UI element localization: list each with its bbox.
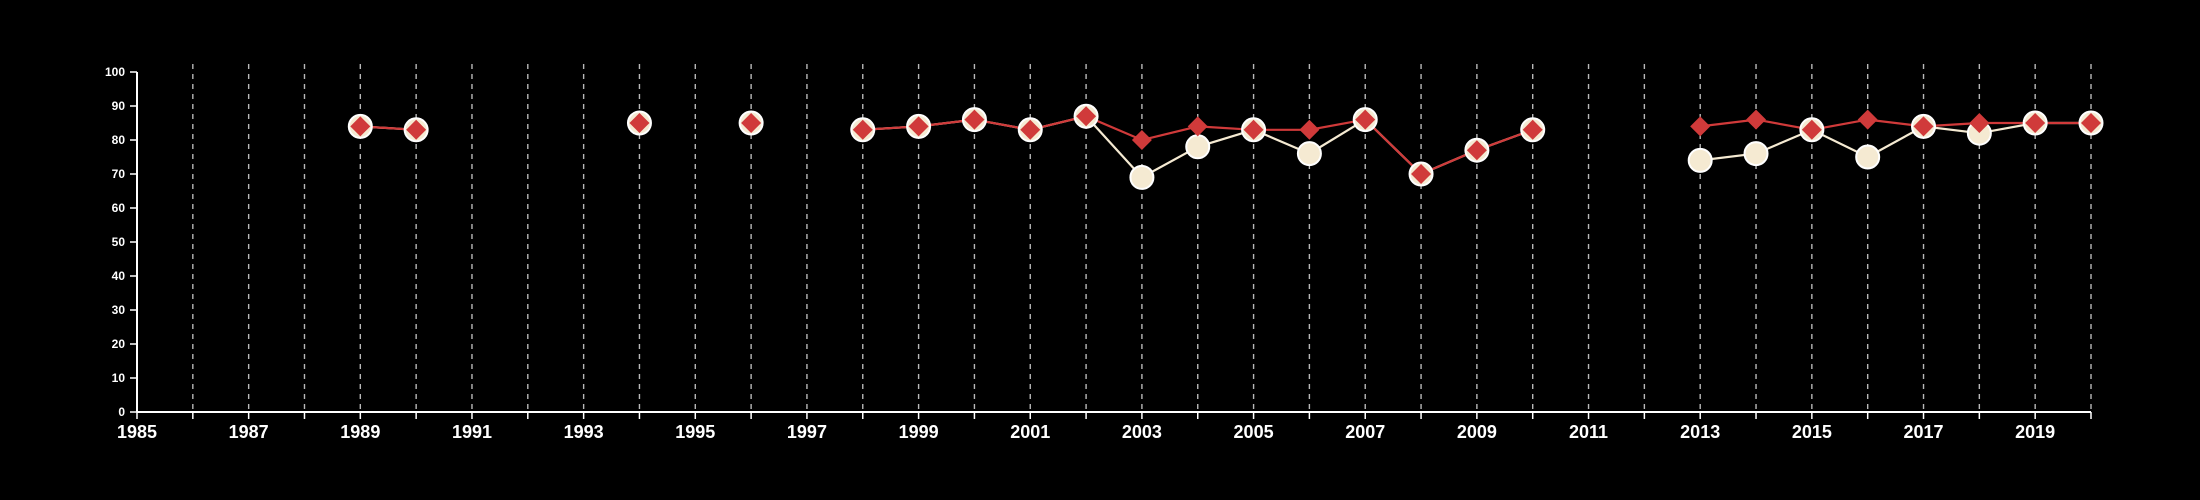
series-2-point: [2081, 113, 2101, 133]
series-2-point: [1801, 119, 1822, 140]
x-tick-label: 1995: [675, 422, 715, 442]
x-axis-ticks: 1985 1987 1989 1991 1993 1995 1997 1999 2001 2003…: [117, 412, 2092, 442]
series-markers: [347, 103, 2104, 190]
series-2-point: [1299, 119, 1320, 140]
y-tick-label: 80: [112, 133, 126, 147]
series-2-point: [852, 119, 873, 140]
x-tick-label: 2005: [1234, 422, 1274, 442]
x-tick-label: 2009: [1457, 422, 1497, 442]
series-2-point: [1355, 109, 1376, 130]
series-2-point: [964, 109, 985, 130]
series-2-point: [1857, 109, 1878, 130]
x-tick-label: 2019: [2015, 422, 2055, 442]
y-tick-label: 60: [112, 201, 126, 215]
series-1-point: [1855, 144, 1881, 170]
series-2-point: [629, 113, 650, 133]
x-tick-label: 1997: [787, 422, 827, 442]
series-2-point: [1522, 119, 1543, 140]
series-group: [347, 103, 2104, 190]
series-2-point: [1243, 119, 1264, 140]
x-tick-label: 2015: [1792, 422, 1832, 442]
y-tick-label: 40: [112, 269, 126, 283]
y-tick-label: 0: [118, 405, 125, 419]
y-axis-ticks: 0 10 20 30 40 50 60 70 80 90 100: [105, 65, 137, 419]
axes: [136, 72, 2091, 413]
series-2-point: [406, 119, 427, 140]
x-tick-label: 1991: [452, 422, 492, 442]
series-1-point: [1743, 141, 1769, 167]
series-2-point: [1746, 109, 1767, 130]
series-2-point: [741, 113, 762, 133]
x-tick-label: 2017: [1903, 422, 1943, 442]
series-2-point: [1131, 130, 1152, 150]
series-2-point: [1076, 106, 1097, 127]
x-tick-label: 1985: [117, 422, 157, 442]
y-tick-label: 90: [112, 99, 126, 113]
series-2-point: [1411, 164, 1432, 184]
x-tick-label: 2007: [1345, 422, 1385, 442]
series-2-point: [1913, 116, 1934, 137]
vertical-gridlines: [192, 64, 2092, 412]
series-2-point: [2025, 113, 2046, 133]
x-tick-label: 2003: [1122, 422, 1162, 442]
series-2-point: [1969, 113, 1990, 133]
y-tick-label: 20: [112, 337, 126, 351]
series-1-point: [1687, 147, 1713, 173]
series-2-point: [1690, 116, 1711, 137]
x-tick-label: 1989: [340, 422, 380, 442]
series-2-point: [350, 116, 371, 137]
series-2-point: [1187, 116, 1208, 137]
y-tick-label: 10: [112, 371, 126, 385]
x-tick-label: 1987: [229, 422, 269, 442]
x-tick-label: 1999: [899, 422, 939, 442]
x-tick-label: 2001: [1010, 422, 1050, 442]
x-tick-label: 2013: [1680, 422, 1720, 442]
x-tick-label: 2011: [1569, 422, 1608, 442]
series-2-point: [1466, 140, 1487, 161]
series-lines: [360, 114, 2091, 179]
series-2-point: [908, 116, 929, 137]
series-1-point: [1296, 141, 1322, 167]
y-tick-label: 50: [112, 235, 126, 249]
series-1-point: [1129, 164, 1155, 190]
y-tick-label: 70: [112, 167, 126, 181]
y-tick-label: 100: [105, 65, 125, 79]
series-2-point: [1020, 119, 1041, 140]
x-tick-label: 1993: [564, 422, 604, 442]
series-1-point: [1185, 134, 1211, 160]
y-tick-label: 30: [112, 303, 126, 317]
